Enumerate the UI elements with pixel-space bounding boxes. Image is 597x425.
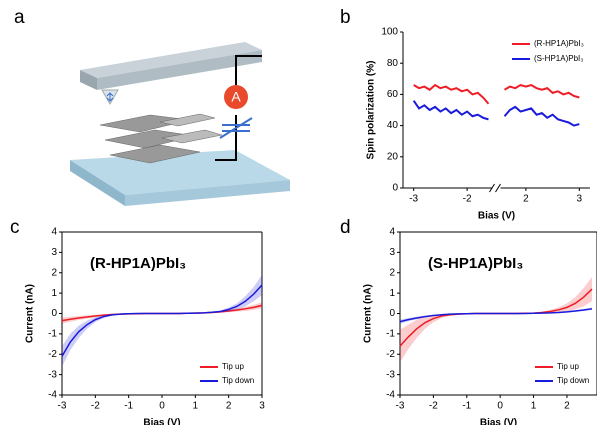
legend-label: Tip down <box>557 376 589 385</box>
panel-label: a <box>14 7 25 28</box>
y-tick-label: 0 <box>51 308 57 319</box>
y-tick-label: -1 <box>48 329 57 340</box>
y-axis-label: Current (nA) <box>363 284 374 343</box>
annotation: (S-HP1A)PbI₃ <box>428 255 523 272</box>
x-tick-label: -2 <box>429 401 438 412</box>
error-band <box>62 274 262 367</box>
error-band <box>400 276 592 363</box>
cantilever-front <box>97 50 262 90</box>
spin-arrow <box>106 92 114 102</box>
y-tick-label: 40 <box>387 120 399 131</box>
y-tick-label: 4 <box>51 227 57 238</box>
x-tick-label: 1 <box>531 401 537 412</box>
cantilever-side <box>80 70 97 90</box>
x-tick-label: 3 <box>577 194 583 205</box>
x-tick-label: -3 <box>409 194 418 205</box>
x-axis-label: Bias (V) <box>143 418 180 425</box>
legend-label: Tip up <box>222 362 244 371</box>
series-line <box>412 100 580 127</box>
x-tick-label: -1 <box>462 401 471 412</box>
y-tick-label: -2 <box>386 349 395 360</box>
y-tick-label: -4 <box>48 390 57 401</box>
annotation: (R-HP1A)PbI₃ <box>90 255 186 272</box>
x-tick-label: -1 <box>124 401 133 412</box>
panel-label: c <box>10 217 20 238</box>
x-tick-label: -2 <box>91 401 100 412</box>
cantilever <box>80 42 262 78</box>
legend-label: Tip down <box>222 376 254 385</box>
meter <box>224 85 248 109</box>
y-axis-label: Current (nA) <box>25 284 36 343</box>
crystal <box>99 113 223 164</box>
y-tick-label: 4 <box>389 227 395 238</box>
y-axis-label: Spin polarization (%) <box>366 61 377 160</box>
y-tick-label: 3 <box>51 247 57 258</box>
y-tick-label: 60 <box>387 89 399 100</box>
y-tick-label: -4 <box>386 390 395 401</box>
legend-label: Tip up <box>557 362 579 371</box>
y-tick-label: 1 <box>51 288 57 299</box>
x-axis-label: Bias (V) <box>480 418 517 425</box>
substrate <box>70 150 290 195</box>
y-tick-label: 100 <box>381 27 398 38</box>
y-tick-label: -2 <box>48 349 57 360</box>
x-tick-label: 2 <box>523 194 529 205</box>
y-tick-label: 20 <box>387 151 399 162</box>
x-tick-label: 2 <box>564 401 570 412</box>
y-tick-label: 3 <box>389 247 395 258</box>
y-tick-label: 1 <box>389 288 395 299</box>
substrate-front <box>125 180 290 206</box>
legend-label: (S-HP1A)PbI₃ <box>534 54 584 63</box>
y-tick-label: -3 <box>48 369 57 380</box>
meter-label: A <box>231 89 241 105</box>
y-tick-label: 2 <box>51 267 57 278</box>
y-tick-label: 2 <box>389 267 395 278</box>
y-tick-label: 0 <box>389 308 395 319</box>
x-tick-label: 0 <box>159 401 165 412</box>
x-tick-label: 1 <box>193 401 199 412</box>
y-tick-label: 0 <box>392 183 398 194</box>
voltage-source <box>219 117 253 139</box>
axis-break <box>489 183 501 193</box>
schematic: A <box>70 42 290 206</box>
x-axis-label: Bias (V) <box>478 211 515 222</box>
legend-label: (R-HP1A)PbI₃ <box>534 39 584 48</box>
x-tick-label: -3 <box>58 401 67 412</box>
substrate-side <box>70 160 125 206</box>
series-line <box>413 83 580 105</box>
y-tick-label: -3 <box>386 369 395 380</box>
y-tick-label: -1 <box>386 329 395 340</box>
x-tick-label: -2 <box>463 194 472 205</box>
x-tick-label: 3 <box>259 401 265 412</box>
series-line <box>61 284 263 357</box>
x-tick-label: 0 <box>497 401 503 412</box>
x-tick-label: -3 <box>396 401 405 412</box>
series-line <box>399 308 593 323</box>
x-tick-label: 2 <box>226 401 232 412</box>
panel-label: b <box>340 7 351 28</box>
y-tick-label: 80 <box>387 58 399 69</box>
panel-label: d <box>340 217 351 238</box>
